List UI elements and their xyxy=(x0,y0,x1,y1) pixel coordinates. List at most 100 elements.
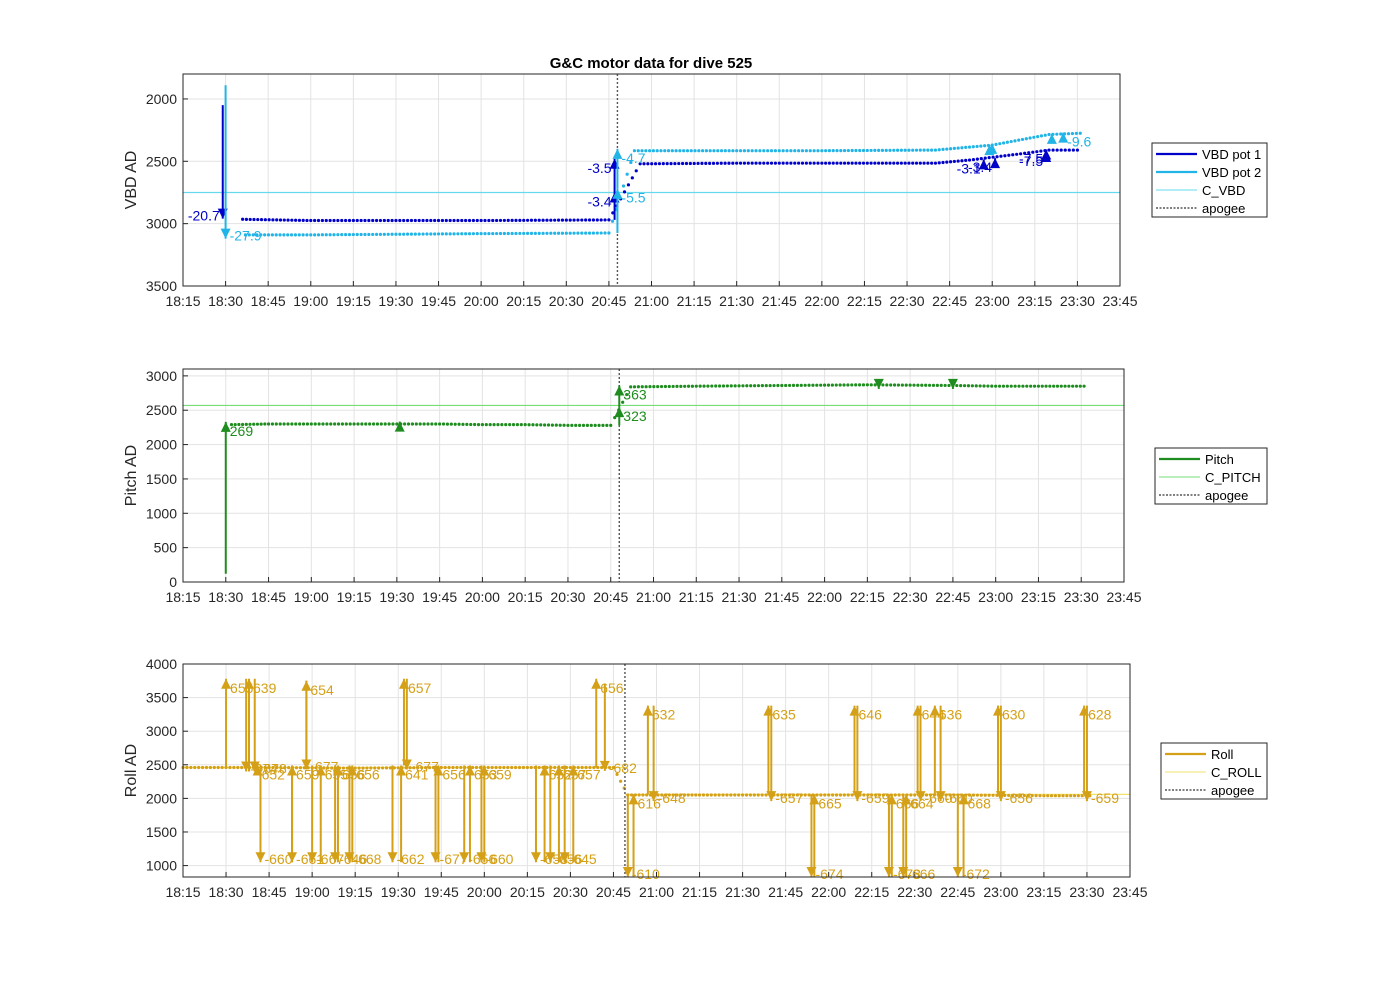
x-tick-label: 20:30 xyxy=(549,293,584,309)
series-point xyxy=(899,148,903,152)
y-tick-label: 1500 xyxy=(146,471,177,487)
series-point xyxy=(708,149,712,153)
series-point xyxy=(683,384,687,388)
series-point xyxy=(636,385,641,389)
x-tick-label: 23:15 xyxy=(1026,884,1061,900)
series-point xyxy=(964,145,968,150)
series-point xyxy=(560,765,565,770)
series-point xyxy=(721,384,726,388)
series-point xyxy=(979,793,983,797)
series-point xyxy=(869,383,873,387)
series-point xyxy=(395,422,399,426)
series-point xyxy=(1015,152,1019,156)
series-point xyxy=(914,161,919,165)
series-point xyxy=(922,161,926,165)
series-point xyxy=(572,218,576,222)
series-point xyxy=(388,766,393,770)
series-point xyxy=(960,146,964,150)
series-point xyxy=(939,383,943,387)
series-point xyxy=(945,160,949,164)
series-point xyxy=(386,232,390,236)
series-point xyxy=(854,161,858,165)
x-tick-label: 22:45 xyxy=(932,293,967,309)
series-point xyxy=(282,218,286,222)
series-point xyxy=(1082,384,1086,388)
series-point xyxy=(1030,794,1034,798)
series-point xyxy=(377,766,381,770)
series-point xyxy=(443,765,447,770)
series-point xyxy=(785,149,789,153)
series-point xyxy=(708,161,712,165)
series-point xyxy=(1028,136,1032,140)
series-point xyxy=(911,161,915,165)
series-point xyxy=(670,149,674,153)
series-point xyxy=(865,148,869,153)
series-point xyxy=(766,161,770,165)
series-point xyxy=(491,231,495,236)
data-label: -3.4 xyxy=(968,159,992,175)
series-point xyxy=(324,218,328,223)
series-point xyxy=(521,765,526,770)
plot-frame xyxy=(182,663,1131,878)
x-tick-label: 23:45 xyxy=(1106,589,1141,605)
data-label: 323 xyxy=(623,408,647,424)
move-arrowhead xyxy=(568,765,579,776)
series-point xyxy=(263,233,267,237)
series-point xyxy=(345,766,349,770)
series-point xyxy=(727,149,731,153)
series-point xyxy=(333,422,337,426)
series-point xyxy=(371,218,375,223)
series-point xyxy=(1048,384,1052,388)
series-point xyxy=(455,765,459,770)
data-label: 639 xyxy=(253,680,277,696)
series-point xyxy=(527,423,531,427)
series-point xyxy=(451,765,455,770)
series-point xyxy=(931,383,936,387)
series-point xyxy=(964,158,968,162)
data-label: 659 xyxy=(296,766,320,782)
series-point xyxy=(506,218,510,222)
legend-box xyxy=(1151,142,1268,218)
data-label: -656 xyxy=(1005,790,1033,806)
series-point xyxy=(960,159,964,163)
legend-label: Roll xyxy=(1211,747,1234,762)
series-point xyxy=(661,162,665,166)
series-point xyxy=(690,384,695,388)
series-point xyxy=(651,149,655,153)
series-point xyxy=(492,423,496,427)
series-point xyxy=(773,149,778,153)
series-point xyxy=(842,383,846,387)
series-point xyxy=(1023,151,1027,155)
series-point xyxy=(483,232,487,236)
series-point xyxy=(298,766,302,770)
data-label: -677 xyxy=(310,758,338,774)
data-label: -20.7 xyxy=(188,208,220,224)
series-point xyxy=(650,162,654,166)
series-point xyxy=(494,765,498,770)
series-point xyxy=(576,218,580,222)
series-point xyxy=(776,383,780,388)
series-point xyxy=(1065,794,1069,798)
move-arrowhead xyxy=(244,678,255,689)
series-point xyxy=(487,231,491,236)
series-point xyxy=(576,231,580,235)
series-point xyxy=(918,161,922,165)
series-point xyxy=(236,765,240,770)
series-point xyxy=(776,793,780,797)
series-point xyxy=(760,384,764,388)
series-point xyxy=(766,149,770,153)
x-tick-label: 20:00 xyxy=(465,589,500,605)
series-point xyxy=(467,232,472,236)
series-point xyxy=(634,169,638,173)
series-point xyxy=(762,149,766,153)
x-tick-label: 23:00 xyxy=(983,884,1018,900)
series-point xyxy=(723,149,727,153)
series-point xyxy=(562,423,566,427)
series-point xyxy=(390,218,394,223)
series-point xyxy=(274,422,278,426)
series-point xyxy=(630,176,634,180)
x-tick-label: 19:00 xyxy=(294,589,329,605)
y-tick-label: 0 xyxy=(169,574,177,590)
series-point xyxy=(549,231,553,235)
series-point xyxy=(959,384,963,388)
